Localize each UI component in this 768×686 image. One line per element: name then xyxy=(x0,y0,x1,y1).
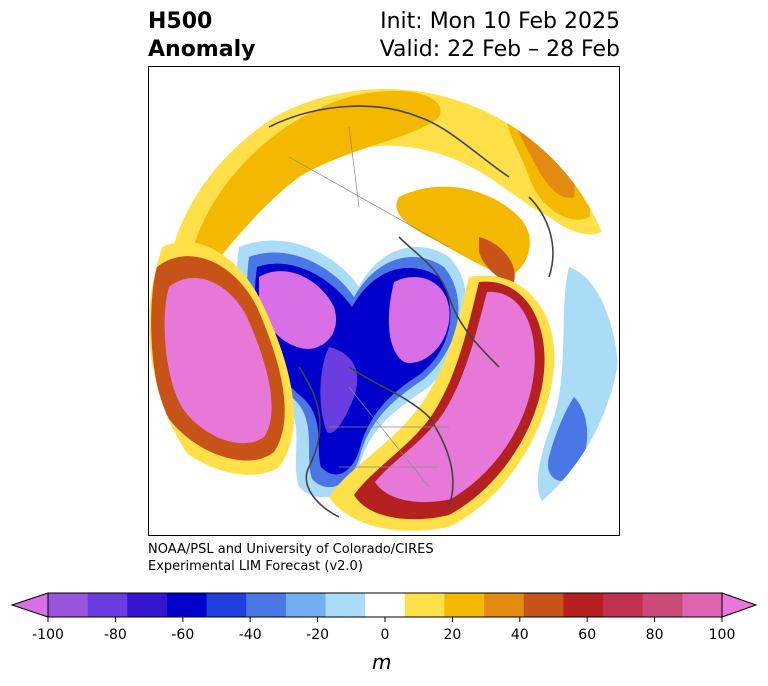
colorbar-bin xyxy=(484,593,525,617)
anomaly-map xyxy=(149,89,619,535)
coastlines xyxy=(268,105,554,518)
colorbar-tick-label: 60 xyxy=(578,627,596,643)
colorbar-bin xyxy=(48,593,89,617)
colorbar-bin xyxy=(603,593,644,617)
colorbar-bin xyxy=(365,593,406,617)
trough-core-south xyxy=(320,347,358,433)
colorbar-bin xyxy=(206,593,247,617)
colorbar-ticks: -100 -80 -60 -40 -20 0 20 40 60 80 100 xyxy=(32,617,735,643)
map-panel xyxy=(148,66,620,536)
colorbar-unit-label: m xyxy=(372,650,392,674)
colorbar-bin xyxy=(642,593,683,617)
init-date: Init: Mon 10 Feb 2025 xyxy=(380,9,620,34)
map-disk xyxy=(149,89,619,535)
chart-title-right: Init: Mon 10 Feb 2025 Valid: 22 Feb – 28… xyxy=(380,8,620,64)
colorbar-swatches xyxy=(10,592,758,618)
trough-core-east xyxy=(388,276,450,363)
ridge-atlantic-core xyxy=(375,291,535,503)
colorbar-extend-min xyxy=(10,592,49,618)
colorbar-bin xyxy=(404,593,445,617)
anomaly-subtitle: Anomaly xyxy=(148,37,256,62)
credit-text: NOAA/PSL and University of Colorado/CIRE… xyxy=(148,541,434,575)
ridge-pacific-core xyxy=(164,278,272,444)
colorbar-tick-label: -20 xyxy=(306,627,329,643)
borders xyxy=(288,126,450,488)
credit-line-2: Experimental LIM Forecast (v2.0) xyxy=(148,559,363,574)
colorbar-tick-label: 40 xyxy=(511,627,529,643)
colorbar-bin xyxy=(127,593,168,617)
colorbar-tick-label: -80 xyxy=(104,627,127,643)
trough-core-west xyxy=(259,271,337,349)
ridge-east-core xyxy=(517,122,575,198)
colorbar-bin xyxy=(87,593,128,617)
colorbar-tick-label: -60 xyxy=(171,627,194,643)
ridge-north-inner xyxy=(188,90,441,297)
valid-range: Valid: 22 Feb – 28 Feb xyxy=(379,37,620,62)
colorbar-bin xyxy=(285,593,327,617)
colorbar-tick-label: 80 xyxy=(646,627,664,643)
variable-title: H500 xyxy=(148,9,213,34)
colorbar-tick-label: 100 xyxy=(709,627,736,643)
colorbar-tick-label: -40 xyxy=(239,627,262,643)
credit-line-1: NOAA/PSL and University of Colorado/CIRE… xyxy=(148,542,434,557)
colorbar-bin xyxy=(682,593,723,617)
colorbar-bin xyxy=(246,593,287,617)
colorbar-tick-label: 20 xyxy=(443,627,461,643)
colorbar-bin xyxy=(523,593,564,617)
colorbar-bin xyxy=(325,593,366,617)
colorbar-tick-label: 0 xyxy=(381,627,390,643)
colorbar-tick-label: -100 xyxy=(32,627,64,643)
colorbar-bin xyxy=(563,593,604,617)
colorbar-extend-max xyxy=(721,592,758,618)
colorbar-bin xyxy=(166,593,208,617)
chart-title-left: H500 Anomaly xyxy=(148,8,255,64)
trough-atlantic-core xyxy=(548,397,588,481)
ridge-europe-core xyxy=(479,237,515,282)
colorbar: -100 -80 -60 -40 -20 0 20 40 60 80 100 xyxy=(10,592,758,643)
colorbar-bin xyxy=(444,593,485,617)
